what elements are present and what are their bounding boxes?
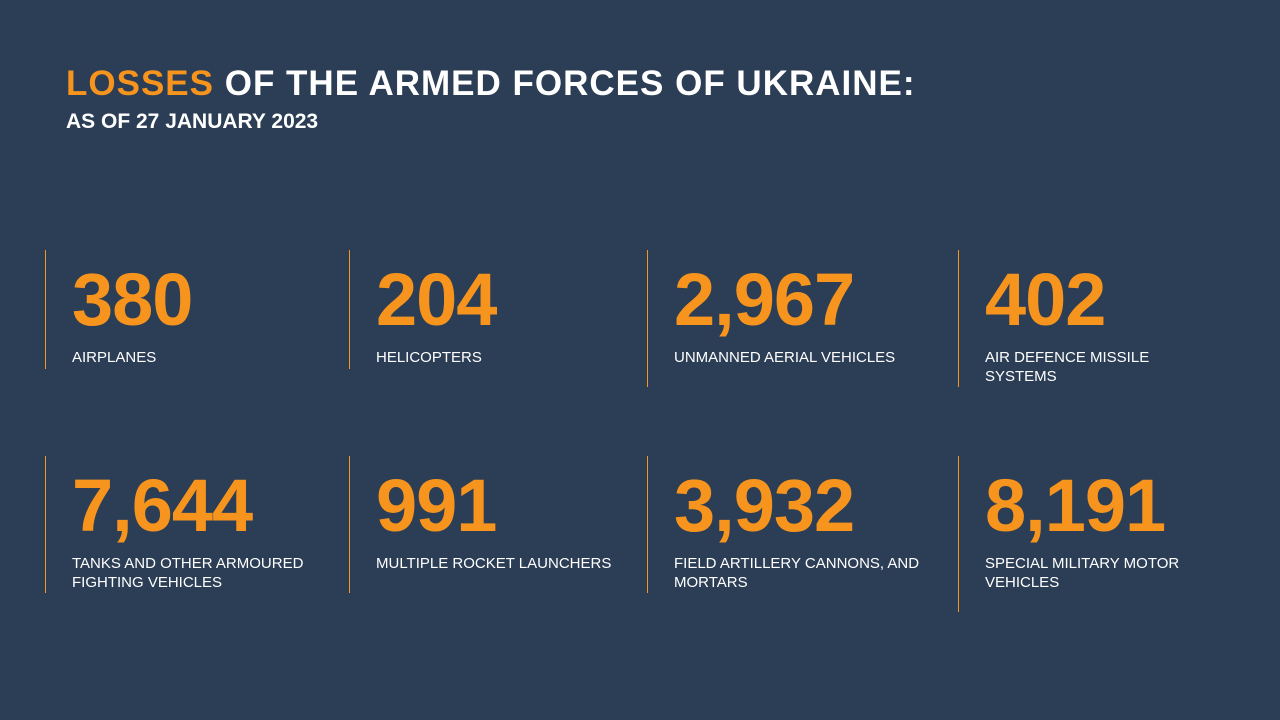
- title-highlight: LOSSES: [66, 64, 214, 103]
- stat-card: 204 HELICOPTERS: [349, 250, 636, 369]
- stat-value: 204: [376, 258, 497, 341]
- stat-card: 380 AIRPLANES: [45, 250, 312, 369]
- stat-value: 380: [72, 258, 193, 341]
- stat-value: 3,932: [674, 464, 855, 547]
- stat-label: AIRPLANES: [72, 349, 157, 366]
- stat-card: 7,644 TANKS AND OTHER ARMOURED FIGHTING V…: [45, 456, 342, 593]
- stat-card: 3,932 FIELD ARTILLERY CANNONS, AND MORTAR…: [647, 456, 924, 593]
- stat-value: 991: [376, 464, 497, 547]
- stat-label: UNMANNED AERIAL VEHICLES: [674, 349, 896, 366]
- title: LOSSES OF THE ARMED FORCES OF UKRAINE:: [66, 64, 916, 104]
- stat-label: FIELD ARTILLERY CANNONS, AND MORTARS: [674, 555, 920, 591]
- stat-card: 8,191 SPECIAL MILITARY MOTOR VEHICLES: [958, 456, 1215, 612]
- stat-label: HELICOPTERS: [376, 349, 482, 366]
- subtitle: AS OF 27 JANUARY 2023: [66, 110, 319, 133]
- stat-label: SPECIAL MILITARY MOTOR VEHICLES: [985, 555, 1180, 591]
- stat-label: MULTIPLE ROCKET LAUNCHERS: [376, 555, 612, 572]
- stat-label: TANKS AND OTHER ARMOURED FIGHTING VEHICL…: [72, 555, 304, 591]
- title-rest: OF THE ARMED FORCES OF UKRAINE:: [224, 64, 916, 103]
- stat-card: 2,967 UNMANNED AERIAL VEHICLES: [647, 250, 944, 387]
- stat-value: 2,967: [674, 258, 855, 341]
- stat-label: AIR DEFENCE MISSILE SYSTEMS: [985, 349, 1150, 385]
- stat-value: 402: [985, 258, 1106, 341]
- stat-value: 8,191: [985, 464, 1166, 547]
- stat-card: 402 AIR DEFENCE MISSILE SYSTEMS: [958, 250, 1185, 387]
- stat-value: 7,644: [72, 464, 253, 547]
- stat-card: 991 MULTIPLE ROCKET LAUNCHERS: [349, 456, 646, 593]
